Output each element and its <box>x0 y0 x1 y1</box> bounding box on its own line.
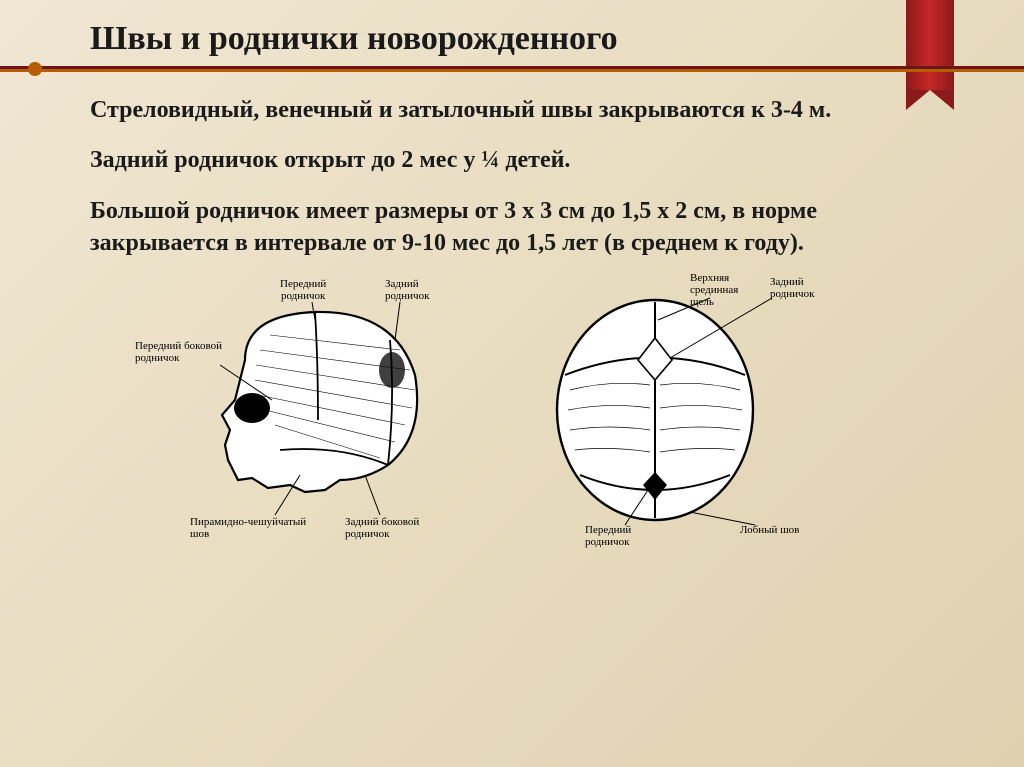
skull-lateral-view: Передний боковойродничок Переднийродничо… <box>140 280 460 540</box>
label-superior-median-fissure: Верхняясрединнаящель <box>690 272 738 308</box>
label-pyramid-squamous-suture: Пирамидно-чешуйчатыйшов <box>190 516 306 540</box>
label-frontal-suture: Лобный шов <box>740 524 799 536</box>
paragraph-3: Большой родничок имеет размеры от 3 х 3 … <box>90 195 914 260</box>
paragraph-1: Стреловидный, венечный и затылочный швы … <box>90 94 914 126</box>
label-posterior-fontanelle-top: Заднийродничок <box>770 276 814 300</box>
label-posterior-fontanelle: Заднийродничок <box>385 278 429 302</box>
skull-top-view: Верхняясрединнаящель Заднийродничок Пере… <box>510 280 830 540</box>
slide: Швы и роднички новорожденного Стреловидн… <box>0 0 1024 767</box>
skull-lateral-svg <box>140 280 460 540</box>
label-anterior-fontanelle: Переднийродничок <box>280 278 326 302</box>
skull-top-svg <box>510 280 830 540</box>
paragraph-2: Задний родничок открыт до 2 мес у ¼ дете… <box>90 144 914 176</box>
horizontal-rule <box>0 66 1024 72</box>
ribbon-bookmark <box>906 0 954 90</box>
skull-diagram: Передний боковойродничок Переднийродничо… <box>70 280 974 540</box>
slide-title: Швы и роднички новорожденного <box>70 20 974 58</box>
label-posterior-lateral-fontanelle: Задний боковойродничок <box>345 516 419 540</box>
label-anterior-fontanelle-top: Переднийродничок <box>585 524 631 548</box>
label-anterior-lateral-fontanelle: Передний боковойродничок <box>135 340 222 364</box>
content-block: Стреловидный, венечный и затылочный швы … <box>70 94 974 260</box>
